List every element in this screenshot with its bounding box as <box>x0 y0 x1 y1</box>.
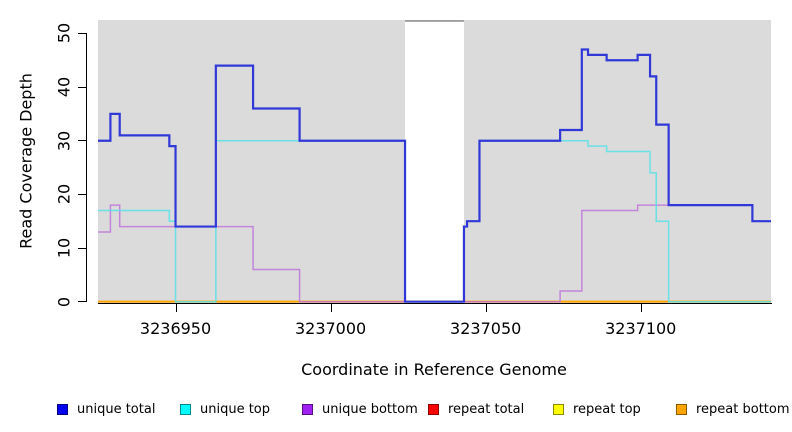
x-tick <box>640 304 642 312</box>
legend-label: unique total <box>77 401 156 417</box>
y-tick <box>78 301 86 303</box>
x-tick-label: 3237100 <box>605 319 677 338</box>
legend-item-unique-top: unique top <box>180 400 270 418</box>
y-tick-label: 20 <box>54 184 74 205</box>
legend-swatch-repeat-total <box>428 403 439 415</box>
y-axis-line <box>86 33 87 302</box>
y-tick <box>78 140 86 142</box>
legend-item-repeat-top: repeat top <box>553 400 641 418</box>
legend-label: repeat bottom <box>696 401 790 417</box>
x-tick <box>330 304 332 312</box>
legend-label: repeat total <box>448 401 525 417</box>
legend-item-unique-bottom: unique bottom <box>302 400 418 418</box>
y-tick-label: 40 <box>54 76 74 98</box>
y-tick <box>78 247 86 249</box>
y-tick-label: 10 <box>54 237 74 259</box>
x-tick-label: 3237000 <box>294 319 367 338</box>
y-tick <box>78 32 86 34</box>
y-tick-label: 30 <box>54 130 74 151</box>
legend-label: repeat top <box>573 401 641 417</box>
legend-swatch-repeat-top <box>553 403 564 415</box>
legend-label: unique bottom <box>322 401 418 417</box>
x-axis-title: Coordinate in Reference Genome <box>301 360 567 379</box>
y-axis-title: Read Coverage Depth <box>16 73 36 249</box>
x-tick <box>485 304 487 312</box>
y-tick-label: 0 <box>54 296 74 307</box>
legend-item-unique-total: unique total <box>57 400 155 418</box>
legend-swatch-unique-total <box>57 403 68 415</box>
y-tick-label: 50 <box>54 23 74 44</box>
y-tick <box>78 86 86 88</box>
x-tick <box>175 304 177 312</box>
x-tick-label: 3237050 <box>450 319 522 338</box>
x-tick-label: 3236950 <box>139 319 212 338</box>
legend-item-repeat-total: repeat total <box>428 400 524 418</box>
legend-swatch-unique-top <box>180 403 191 415</box>
legend-label: unique top <box>200 401 271 417</box>
coverage-gap-region <box>405 20 464 303</box>
chart-svg <box>98 20 771 303</box>
y-tick <box>78 193 86 195</box>
series-line-unique-total <box>98 48 771 303</box>
legend-swatch-repeat-bottom <box>676 403 687 415</box>
legend-swatch-unique-bottom <box>302 403 313 415</box>
x-axis-line <box>98 303 772 304</box>
legend: unique total unique top unique bottom repea… <box>0 400 792 424</box>
plot-area <box>98 20 771 303</box>
legend-item-repeat-bottom: repeat bottom <box>676 400 790 418</box>
